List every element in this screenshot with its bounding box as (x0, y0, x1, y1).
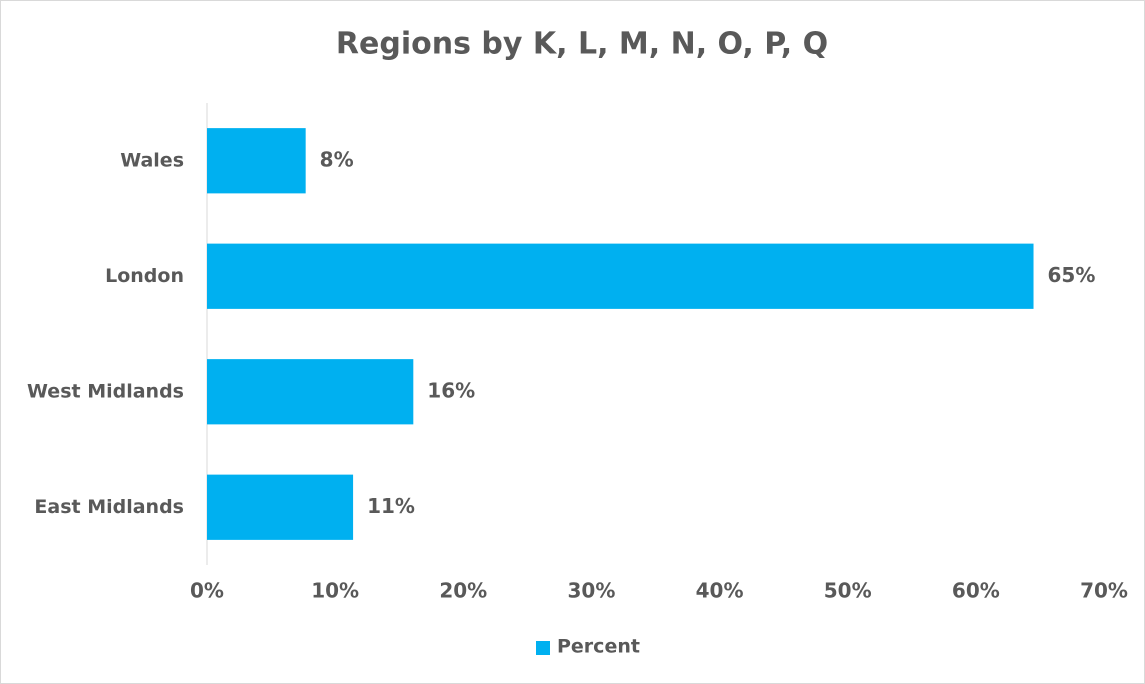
data-label: 16% (427, 378, 475, 402)
x-tick-label: 40% (696, 579, 744, 603)
legend-swatch (536, 641, 550, 655)
x-tick-label: 30% (567, 579, 615, 603)
chart-title: Regions by K, L, M, N, O, P, Q (336, 27, 828, 62)
data-label: 11% (367, 494, 415, 518)
bar (207, 243, 1034, 309)
y-tick-label: East Midlands (34, 496, 184, 518)
x-tick-label: 50% (824, 579, 872, 603)
x-tick-label: 60% (952, 579, 1000, 603)
bar (207, 474, 354, 540)
x-tick-label: 0% (190, 579, 224, 603)
bar (207, 128, 306, 194)
data-label: 65% (1048, 263, 1096, 287)
legend-label: Percent (557, 636, 640, 658)
x-tick-label: 20% (439, 579, 487, 603)
y-tick-label: West Midlands (27, 380, 184, 402)
y-tick-label: London (105, 265, 184, 287)
y-tick-label: Wales (120, 149, 184, 171)
data-label: 8% (320, 147, 354, 171)
x-tick-label: 10% (311, 579, 359, 603)
x-tick-label: 70% (1080, 579, 1128, 603)
bar (207, 359, 414, 425)
